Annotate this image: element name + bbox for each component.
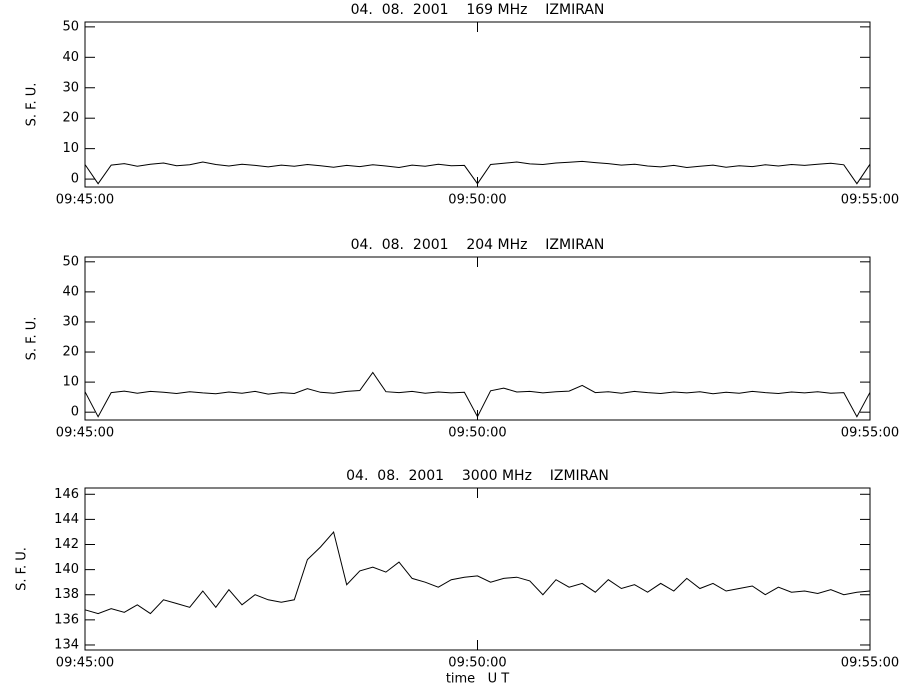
x-axis-label: time U T (446, 672, 509, 687)
x-tick-label: 09:55:00 (841, 656, 899, 671)
x-tick-label: 09:45:00 (56, 656, 114, 671)
plot-frame (84, 487, 871, 651)
chart-title: 04. 08. 2001 204 MHz IZMIRAN (351, 237, 605, 253)
x-tick-label: 09:50:00 (448, 656, 506, 671)
y-tick-label: 142 (54, 537, 79, 552)
data-line (84, 160, 871, 185)
x-tick-label: 09:55:00 (841, 426, 899, 441)
x-tick-label: 09:50:00 (448, 426, 506, 441)
y-axis-label: S. F. U. (25, 83, 40, 127)
y-tick-label: 20 (62, 111, 79, 126)
y-tick-label: 50 (62, 254, 79, 269)
x-tick-label: 09:55:00 (841, 193, 899, 208)
y-tick-label: 0 (71, 405, 79, 420)
y-tick-label: 20 (62, 345, 79, 360)
y-tick-label: 146 (54, 487, 79, 502)
data-line (84, 530, 871, 615)
y-tick-label: 30 (62, 80, 79, 95)
chart-title: 04. 08. 2001 3000 MHz IZMIRAN (346, 468, 609, 484)
y-tick-label: 134 (54, 637, 79, 652)
y-tick-label: 136 (54, 612, 79, 627)
y-tick-label: 30 (62, 314, 79, 329)
y-tick-label: 40 (62, 284, 79, 299)
y-tick-label: 50 (62, 19, 79, 34)
chart-title: 04. 08. 2001 169 MHz IZMIRAN (351, 2, 605, 18)
y-tick-label: 138 (54, 587, 79, 602)
y-tick-label: 10 (62, 375, 79, 390)
y-tick-label: 0 (71, 172, 79, 187)
x-tick-label: 09:45:00 (56, 426, 114, 441)
x-tick-label: 09:50:00 (448, 193, 506, 208)
plot-frame (84, 256, 871, 421)
y-axis-label: S. F. U. (25, 317, 40, 361)
y-tick-label: 140 (54, 562, 79, 577)
y-tick-label: 40 (62, 50, 79, 65)
y-tick-label: 144 (54, 512, 79, 527)
data-line (84, 371, 871, 418)
y-tick-label: 10 (62, 141, 79, 156)
y-axis-label: S. F. U. (15, 547, 30, 591)
x-tick-label: 09:45:00 (56, 193, 114, 208)
